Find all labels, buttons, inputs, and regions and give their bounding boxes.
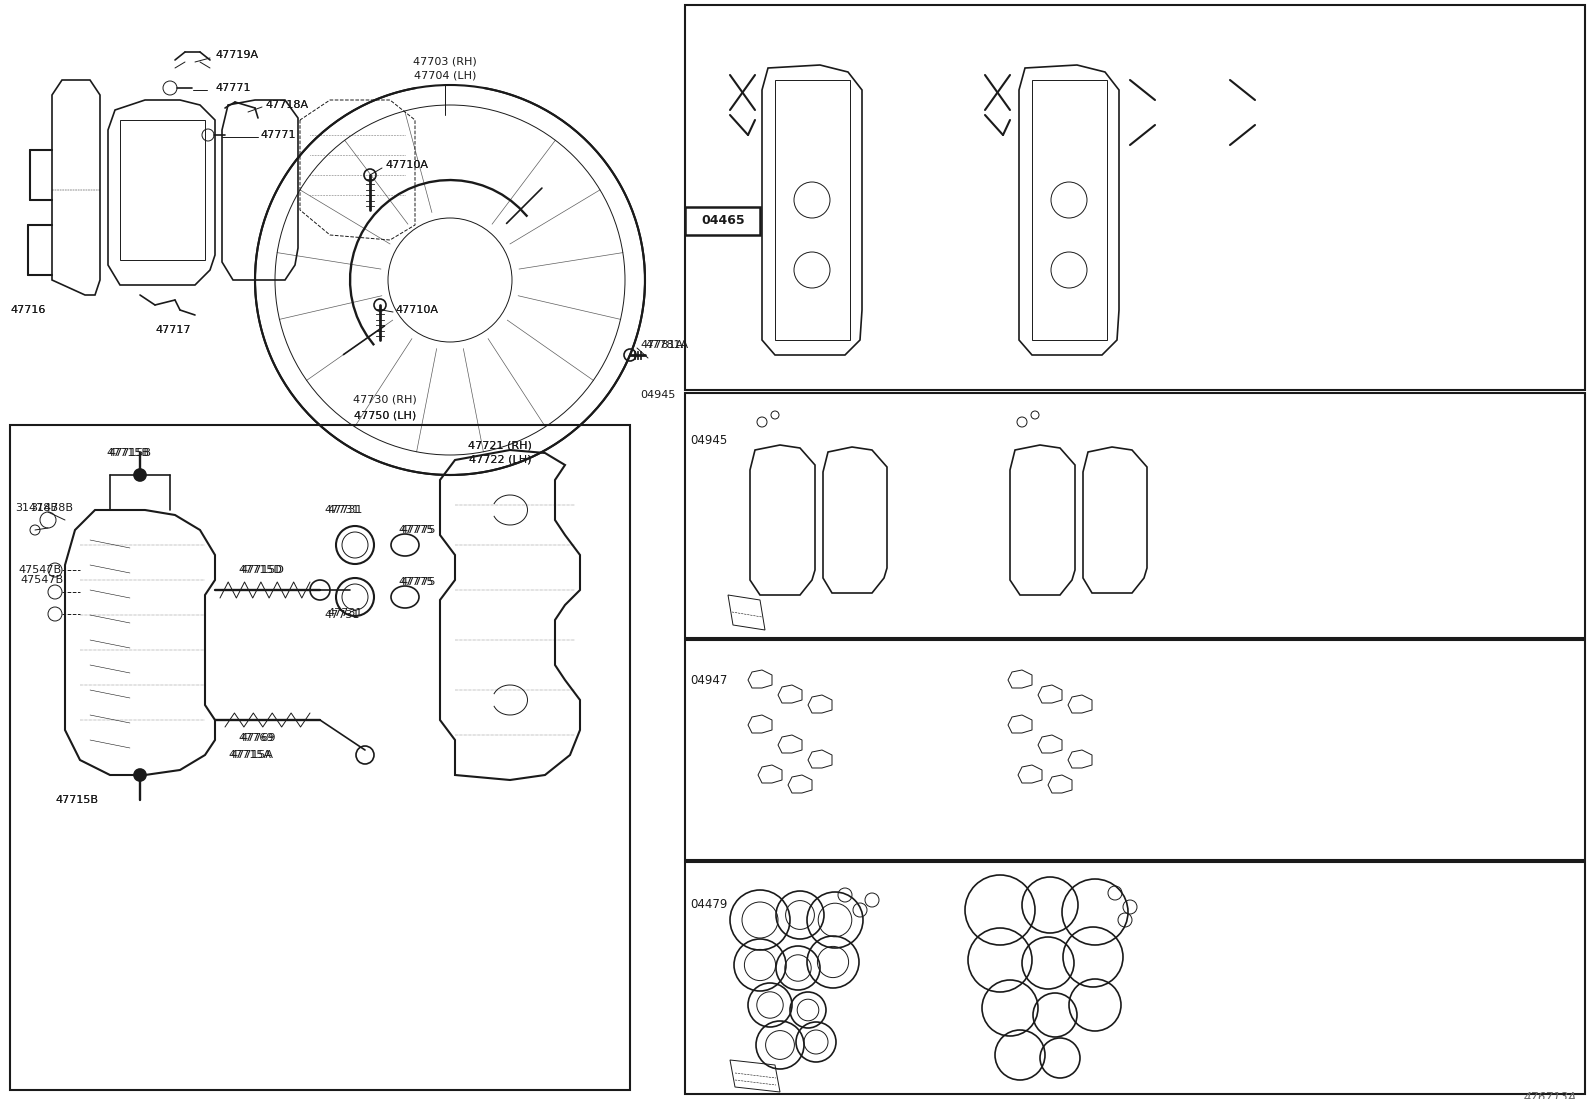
Circle shape <box>134 769 146 781</box>
Text: 47775: 47775 <box>400 577 436 587</box>
Text: 47715D: 47715D <box>240 565 283 575</box>
Text: 47715B: 47715B <box>56 795 99 804</box>
Text: 47769: 47769 <box>237 733 274 743</box>
Text: 47731: 47731 <box>325 506 360 515</box>
Text: 47771: 47771 <box>259 130 296 140</box>
Text: 47771: 47771 <box>215 84 250 93</box>
Text: 47781A: 47781A <box>645 340 688 349</box>
Text: 47730 (RH): 47730 (RH) <box>353 395 417 406</box>
Text: 47710A: 47710A <box>385 160 428 170</box>
Bar <box>685 393 1586 639</box>
Bar <box>685 640 1586 861</box>
Text: 47715B: 47715B <box>107 448 150 458</box>
Text: 47717: 47717 <box>154 325 191 335</box>
Text: 47715B: 47715B <box>108 448 151 458</box>
Text: 47750 (LH): 47750 (LH) <box>353 410 416 420</box>
Text: 47718A: 47718A <box>264 100 309 110</box>
Text: 47771: 47771 <box>259 130 296 140</box>
Text: 47721 (RH): 47721 (RH) <box>468 440 532 449</box>
Text: 47547B: 47547B <box>21 575 64 585</box>
Text: 47775: 47775 <box>398 525 433 535</box>
Text: 47775: 47775 <box>400 525 436 535</box>
Text: 04465: 04465 <box>700 214 745 227</box>
Text: 47731: 47731 <box>328 608 363 618</box>
Text: 47715D: 47715D <box>237 565 282 575</box>
Text: 47722 (LH): 47722 (LH) <box>468 455 532 465</box>
Bar <box>685 862 1586 1094</box>
Text: 31478B: 31478B <box>14 503 57 513</box>
Text: 47781A: 47781A <box>640 340 683 349</box>
Text: 47775: 47775 <box>398 577 433 587</box>
Text: 47710A: 47710A <box>395 306 438 315</box>
Text: 47722 (LH): 47722 (LH) <box>468 455 532 465</box>
Circle shape <box>134 469 146 481</box>
Text: 47750 (LH): 47750 (LH) <box>353 410 416 420</box>
Text: 47703 (RH): 47703 (RH) <box>414 57 478 67</box>
Text: 47721 (RH): 47721 (RH) <box>468 440 532 449</box>
Text: 47715A: 47715A <box>229 750 272 761</box>
Text: 47718A: 47718A <box>264 100 309 110</box>
Text: 04945: 04945 <box>689 433 728 446</box>
Text: 47719A: 47719A <box>215 49 258 60</box>
Text: 47710A: 47710A <box>395 306 438 315</box>
Text: 31478B: 31478B <box>30 503 73 513</box>
Text: 04945: 04945 <box>640 390 675 400</box>
Bar <box>10 425 630 1090</box>
Text: 47731: 47731 <box>328 506 363 515</box>
Text: 47547B: 47547B <box>18 565 60 575</box>
Text: 47719A: 47719A <box>215 49 258 60</box>
Text: 47769: 47769 <box>240 733 275 743</box>
Text: 47716: 47716 <box>10 306 46 315</box>
Bar <box>685 5 1586 390</box>
Text: 47717: 47717 <box>154 325 191 335</box>
Text: 04947: 04947 <box>689 674 728 687</box>
Text: 47704 (LH): 47704 (LH) <box>414 71 476 81</box>
Text: 47716: 47716 <box>10 306 46 315</box>
Text: 04479: 04479 <box>689 899 728 911</box>
Text: 476713A: 476713A <box>1524 1091 1578 1099</box>
Text: 47731: 47731 <box>325 610 360 620</box>
Text: 47715A: 47715A <box>228 750 271 761</box>
Text: 47710A: 47710A <box>385 160 428 170</box>
Bar <box>685 207 759 235</box>
Text: 47771: 47771 <box>215 84 250 93</box>
Text: 47715B: 47715B <box>56 795 99 804</box>
